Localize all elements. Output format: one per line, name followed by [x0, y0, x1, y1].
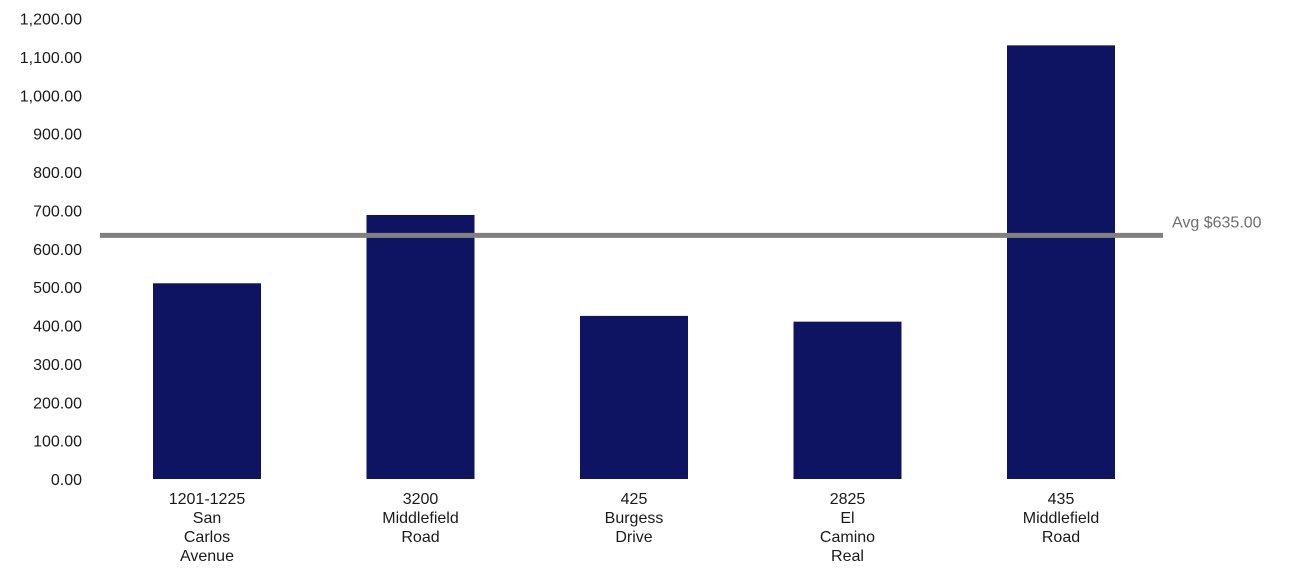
x-category-label-line: Carlos: [184, 529, 230, 546]
x-category-label-line: Middlefield: [382, 510, 458, 527]
x-category-label-line: 435: [1048, 491, 1075, 508]
x-category-label-line: 3200: [403, 491, 439, 508]
average-label: Avg $635.00: [1172, 214, 1262, 231]
y-tick-label: 1,000.00: [20, 88, 82, 105]
y-tick-label: 1,100.00: [20, 50, 82, 67]
x-category-label-line: Middlefield: [1023, 510, 1099, 527]
x-category-label-line: Road: [401, 529, 439, 546]
y-tick-label: 400.00: [33, 319, 82, 336]
x-category-label: 435 Middlefield Road: [1023, 491, 1099, 546]
x-category-label-line: San: [193, 510, 221, 527]
y-tick-label: 800.00: [33, 165, 82, 182]
y-tick-label: 500.00: [33, 280, 82, 297]
bar: [366, 214, 475, 480]
x-axis: 1201-1225 San Carlos Avenue 3200 Middlefield R…: [169, 491, 1100, 565]
y-tick-label: 1,200.00: [20, 12, 82, 29]
x-category-label-line: Burgess: [605, 510, 664, 527]
x-category-label-line: Avenue: [180, 548, 234, 565]
bar: [793, 321, 902, 479]
x-category-label-line: Camino: [820, 529, 875, 546]
y-tick-label: 0.00: [51, 472, 82, 489]
y-tick-label: 100.00: [33, 434, 82, 451]
x-category-label-line: Real: [831, 548, 864, 565]
average-line-group: Avg $635.00: [100, 214, 1262, 238]
bars: [153, 45, 1115, 480]
y-tick-label: 600.00: [33, 242, 82, 259]
bar: [153, 283, 261, 479]
y-tick-label: 300.00: [33, 357, 82, 374]
y-tick-label: 200.00: [33, 395, 82, 412]
bar: [580, 315, 688, 479]
y-tick-label: 700.00: [33, 203, 82, 220]
x-category-label: 1201-1225 San Carlos Avenue: [169, 491, 246, 565]
x-category-label-line: 425: [621, 491, 648, 508]
x-category-label-line: Drive: [615, 529, 652, 546]
x-category-label: 2825 El Camino Real: [820, 491, 875, 565]
x-category-label-line: 1201-1225: [169, 491, 246, 508]
x-category-label: 3200 Middlefield Road: [382, 491, 458, 546]
x-category-label-line: 2825: [830, 491, 866, 508]
y-tick-label: 900.00: [33, 127, 82, 144]
bar: [1007, 45, 1115, 480]
y-axis: 0.00 100.00 200.00 300.00 400.00 500.00 600.00…: [20, 12, 82, 490]
x-category-label: 425 Burgess Drive: [605, 491, 664, 546]
x-category-label-line: El: [840, 510, 854, 527]
x-category-label-line: Road: [1042, 529, 1080, 546]
